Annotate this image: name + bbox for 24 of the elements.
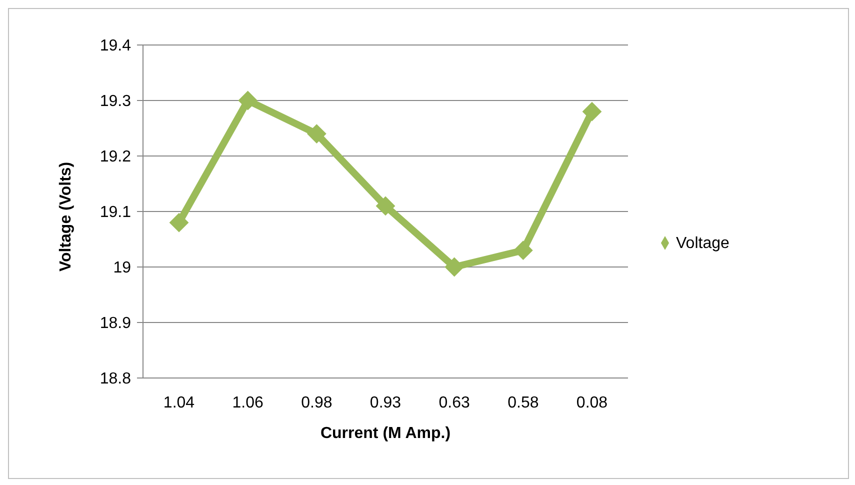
y-tick-label: 19.3 [100, 93, 132, 110]
point [376, 196, 395, 216]
y-tick-label: 19.2 [100, 148, 132, 166]
y-axis-title: Voltage (Volts) [58, 162, 75, 272]
point [170, 213, 188, 232]
point [582, 102, 602, 122]
x-tick-label: 0.98 [301, 394, 332, 412]
y-tick-label: 18.9 [100, 315, 132, 332]
x-axis-title: Current (M Amp.) [320, 425, 451, 442]
point [514, 240, 533, 260]
point [307, 124, 326, 144]
x-tick-label: 1.06 [232, 394, 264, 412]
y-tick-label: 19 [113, 260, 132, 277]
point [238, 91, 258, 110]
y-tick-label: 19.1 [100, 204, 132, 222]
x-tick-label: 0.08 [576, 394, 608, 412]
x-tick-label: 0.63 [438, 394, 470, 412]
x-tick-label: 1.04 [163, 394, 195, 412]
legend-label: Voltage [676, 234, 730, 252]
y-tick-label: 18.8 [100, 370, 132, 388]
y-tick-label: 19.4 [100, 38, 132, 55]
point [444, 258, 464, 276]
x-tick-label: 0.58 [508, 394, 539, 412]
x-tick-label: 0.93 [370, 394, 402, 412]
